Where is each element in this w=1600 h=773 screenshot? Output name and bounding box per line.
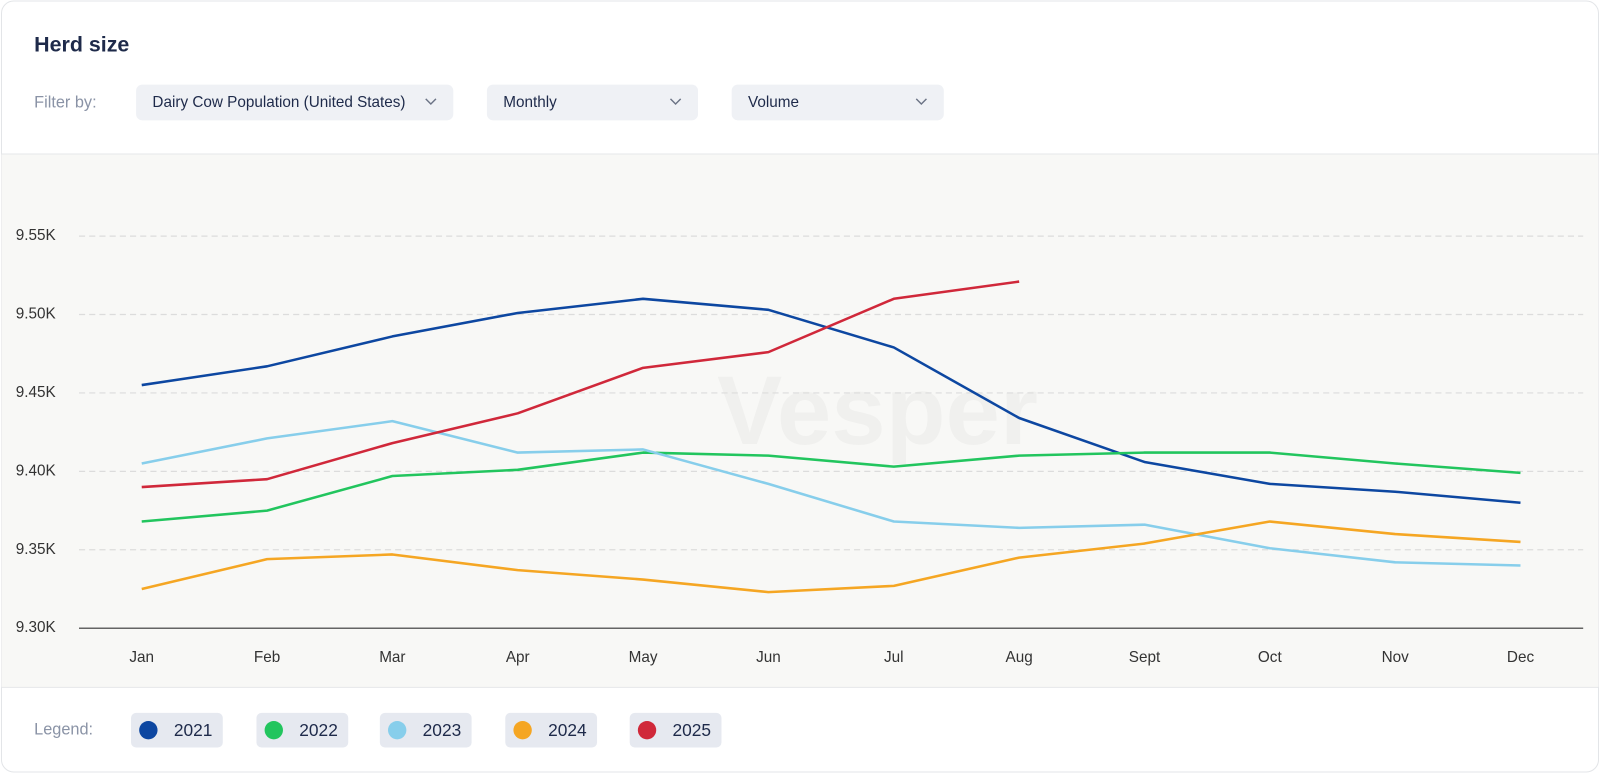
dropdown[interactable]: Volume [731,84,944,121]
legend-item[interactable]: 2021 [131,712,223,748]
legend-pill[interactable] [629,712,722,748]
x-tick-label: Aug [1006,649,1033,666]
dropdown-value[interactable]: Dairy Cow Population (United States) [152,94,405,111]
legend-swatch[interactable] [513,720,532,740]
card-title: Herd size [34,33,129,57]
x-tick-label: Feb [254,649,280,666]
x-tick-label: Mar [379,649,405,666]
dropdown-value[interactable]: Volume [748,94,799,111]
dropdown-box[interactable] [486,84,699,121]
x-tick-label: Dec [1507,649,1535,666]
legend-pill[interactable] [379,712,472,748]
dropdown-box[interactable] [136,84,454,121]
legend-item[interactable]: 2024 [505,712,598,748]
x-tick-label: Jul [884,649,904,666]
series-line [141,451,1521,523]
y-tick-label: 9.45K [16,384,57,401]
legend-item[interactable]: 2023 [379,712,472,748]
chevron[interactable] [669,98,682,106]
legend-entry[interactable]: 2024 [548,720,587,740]
legend-pill[interactable] [256,712,349,748]
series-line [141,419,1521,567]
legend-swatch[interactable] [637,720,657,740]
legend-swatch[interactable] [388,720,407,740]
legend-entry[interactable]: 2021 [174,720,213,740]
legend-item[interactable]: 2025 [629,712,722,748]
y-tick-label: 9.40K [16,462,57,479]
y-tick-label: 9.55K [16,227,57,244]
x-tick-label: Jan [129,649,154,666]
series-line [141,280,1020,489]
filter-label: Filter by: [34,93,96,111]
x-tick-label: Oct [1258,649,1283,666]
legend-entry[interactable]: 2025 [673,720,712,740]
legend-item[interactable]: 2022 [256,712,349,748]
dropdown[interactable]: Monthly [486,84,699,121]
chart-area [1,153,1599,688]
y-tick-label: 9.50K [16,306,57,323]
dropdown-box[interactable] [731,84,944,121]
x-tick-label: Jun [756,649,781,666]
x-tick-label: Nov [1382,649,1410,666]
dropdown[interactable]: Dairy Cow Population (United States) [136,84,454,121]
chevron[interactable] [915,98,927,106]
y-tick-label: 9.35K [16,541,57,558]
x-tick-label: May [629,649,658,666]
watermark: Vesper [717,355,1038,465]
series-line [141,297,1521,505]
legend-swatch[interactable] [139,720,158,740]
chevron[interactable] [425,98,437,106]
dropdown-value[interactable]: Monthly [503,94,557,111]
legend-entry[interactable]: 2023 [423,720,462,740]
legend-pill[interactable] [131,712,223,748]
legend-entry[interactable]: 2022 [299,720,338,740]
x-tick-label: Sept [1129,649,1161,666]
y-tick-label: 9.30K [16,619,57,636]
legend-pill[interactable] [505,712,598,748]
x-tick-label: Apr [506,649,530,666]
legend-label: Legend: [34,720,93,738]
series-line [141,520,1521,594]
legend-swatch[interactable] [264,720,283,740]
